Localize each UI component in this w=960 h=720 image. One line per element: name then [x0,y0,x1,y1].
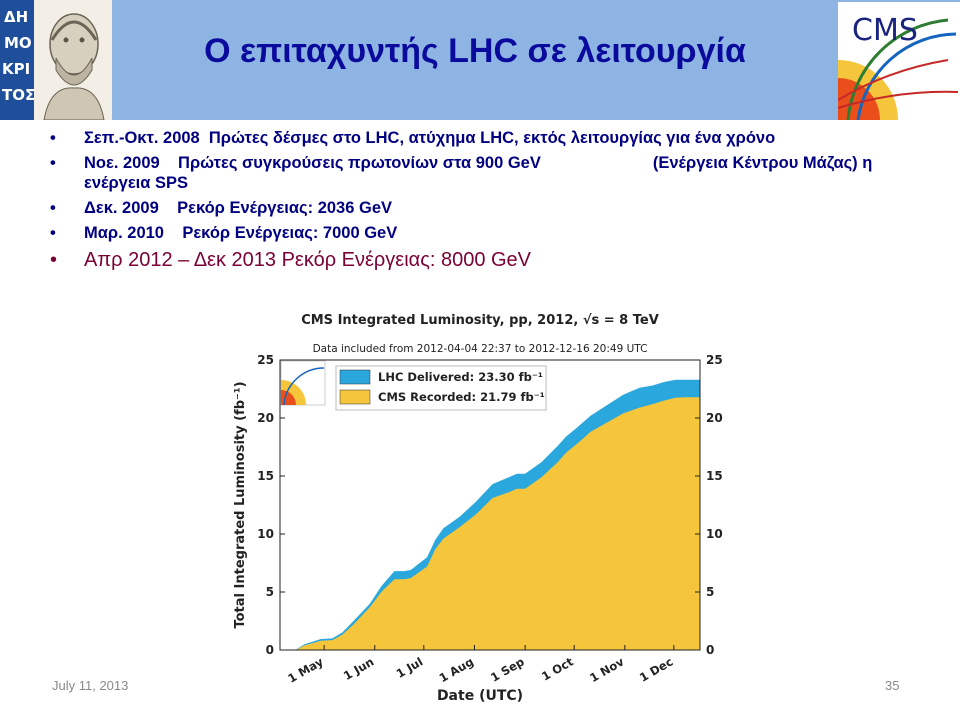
bullet-item: • Δεκ. 2009 Ρεκόρ Ενέργειας: 2036 GeV [50,198,920,218]
footer-date: July 11, 2013 [52,678,129,693]
bullet-marker: • [50,154,56,172]
bullet-date: Νοε. 2009 [84,154,160,172]
y-tick-label-left: 20 [257,411,274,425]
x-tick-label: 1 Dec [637,654,675,684]
y-axis-label: Total Integrated Luminosity (fb⁻¹) [233,381,248,628]
y-tick-label-right: 10 [706,527,723,541]
legend-label: LHC Delivered: 23.30 fb⁻¹ [378,370,543,384]
y-tick-label-right: 25 [706,353,723,367]
logo-letters-4: ΤΟΣ [2,86,35,104]
y-tick-label-left: 10 [257,527,274,541]
bullet-date: Δεκ. 2009 [84,199,159,217]
y-tick-label-left: 15 [257,469,274,483]
x-tick-label: 1 Jul [394,654,426,680]
legend-box [335,365,547,411]
x-tick-label: 1 Nov [587,654,627,685]
bullet-date: Σεπ.-Οκτ. 2008 [84,129,200,147]
x-tick-label: 1 May [285,654,326,686]
series-area-recorded [280,397,700,650]
slide-title: Ο επιταχυντής LHC σε λειτουργία [204,32,746,70]
y-tick-label-right: 5 [706,585,714,599]
bullet-text: Πρώτες δέσμες στο LHC, ατύχημα LHC, εκτό… [208,129,776,147]
x-tick-label: 1 Jun [341,654,376,682]
plot-area: 0 0 5 5 10 10 15 15 20 20 25 25 1 May 1 Jun 1 Jul 1 Aug… [257,353,722,686]
chart-title: CMS Integrated Luminosity, pp, 2012, √s … [301,313,659,328]
y-tick-label-left: 5 [266,585,274,599]
cms-logo-text: CMS [852,13,918,48]
x-tick-label: 1 Oct [539,654,576,683]
bullet-marker: • [50,129,56,147]
y-tick-label-right: 15 [706,469,723,483]
highlight-text: Απρ 2012 – Δεκ 2013 Ρεκόρ Ενέργειας: 800… [84,249,532,271]
plot-frame [279,359,701,651]
logo-letters-3: ΚΡΙ [2,60,30,78]
slide-header: ΔΗ ΜΟ ΚΡΙ ΤΟΣ Ο επιταχυντής LHC σε λειτο… [0,0,960,120]
page-number: 35 [885,678,900,693]
x-tick-label: 1 Sep [488,654,526,684]
bullet-text: Πρώτες συγκρούσεις πρωτονίων στα 900 GeV [178,154,541,172]
bullet-text: Ρεκόρ Ενέργειας: 2036 GeV [177,199,393,217]
bullet-text-cont: (Ενέργεια Κέντρου Μάζας) η ενέργεια SPS [84,154,873,192]
x-axis-label: Date (UTC) [437,688,523,704]
bullet-marker: • [50,199,56,217]
y-tick-label-right: 0 [706,643,714,657]
y-tick-label-right: 20 [706,411,723,425]
legend-label: CMS Recorded: 21.79 fb⁻¹ [378,390,545,404]
bullet-date: Μαρ. 2010 [84,224,164,242]
chart-subtitle: Data included from 2012-04-04 22:37 to 2… [313,343,648,355]
cms-logo: CMS [838,0,960,120]
legend-swatch [339,369,371,385]
democritus-logo: ΔΗ ΜΟ ΚΡΙ ΤΟΣ [0,0,112,120]
y-tick-label-left: 25 [257,353,274,367]
bullet-list: • Σεπ.-Οκτ. 2008 Πρώτες δέσμες στο LHC, … [50,128,920,277]
logo-letters-1: ΔΗ [4,8,28,26]
luminosity-chart: CMS Integrated Luminosity, pp, 2012, √s … [233,313,723,704]
logo-letters-2: ΜΟ [4,34,32,52]
bullet-marker: • [50,249,58,271]
bullet-item-highlight: • Απρ 2012 – Δεκ 2013 Ρεκόρ Ενέργειας: 8… [50,248,920,272]
y-tick-label-left: 0 [266,643,274,657]
x-tick-label: 1 Aug [437,654,476,685]
bullet-item: • Μαρ. 2010 Ρεκόρ Ενέργειας: 7000 GeV [50,223,920,243]
mini-logo-arc [283,367,325,406]
bullet-item: • Σεπ.-Οκτ. 2008 Πρώτες δέσμες στο LHC, … [50,128,920,148]
bullet-item: • Νοε. 2009 Πρώτες συγκρούσεις πρωτονίων… [50,153,920,193]
bullet-marker: • [50,224,56,242]
legend-swatch [339,389,371,405]
bullet-text: Ρεκόρ Ενέργειας: 7000 GeV [182,224,398,242]
